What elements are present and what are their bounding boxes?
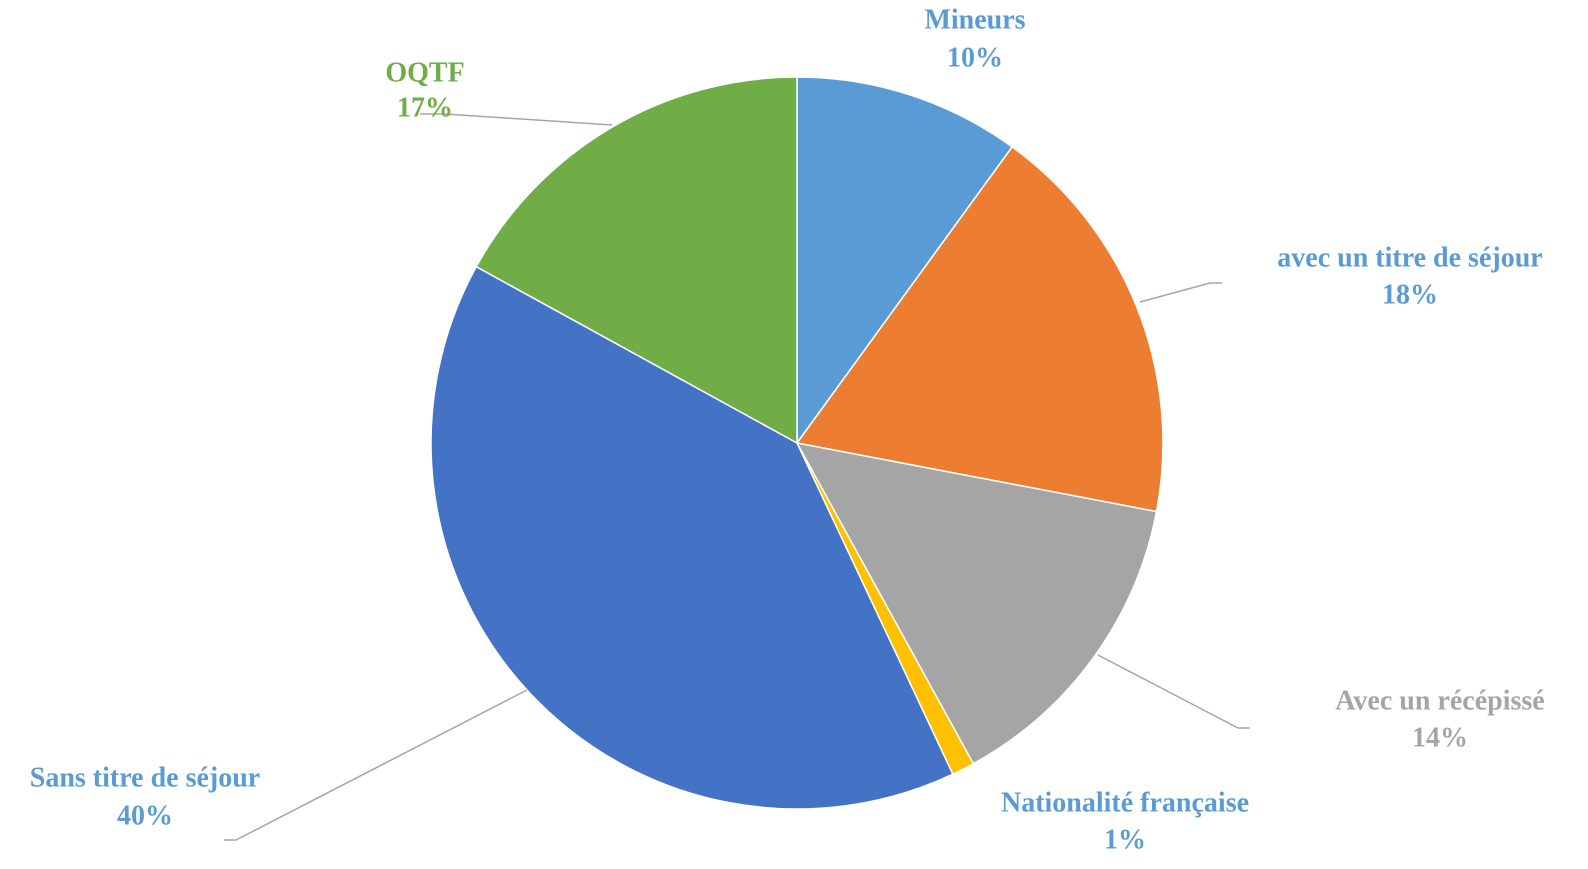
leader-line (420, 113, 613, 126)
pie-slice (795, 441, 1158, 765)
leader-lines (224, 113, 1250, 841)
slice-label: Avec un récépissé (1335, 685, 1544, 716)
slice-label: Mineurs (924, 4, 1025, 35)
slice-label: Sans titre de séjour (30, 762, 260, 793)
pie-slice (430, 265, 954, 810)
leader-line (224, 689, 528, 841)
slice-value-label: 17% (397, 92, 453, 123)
pie-slice (475, 76, 798, 445)
slice-value-label: 1% (1104, 824, 1146, 855)
pie-slice (795, 145, 1164, 513)
slice-value-label: 40% (117, 800, 173, 831)
slice-label: avec un titre de séjour (1277, 242, 1542, 273)
slice-value-label: 14% (1412, 722, 1468, 753)
pie-slice (796, 76, 1014, 446)
slices (430, 76, 1164, 810)
leader-line (1097, 654, 1250, 729)
slice-label: OQTF (385, 57, 464, 88)
slice-label: Nationalité française (1001, 787, 1249, 818)
slice-value-label: 10% (947, 42, 1003, 73)
leader-line (1139, 282, 1222, 303)
slice-value-label: 18% (1382, 279, 1438, 310)
